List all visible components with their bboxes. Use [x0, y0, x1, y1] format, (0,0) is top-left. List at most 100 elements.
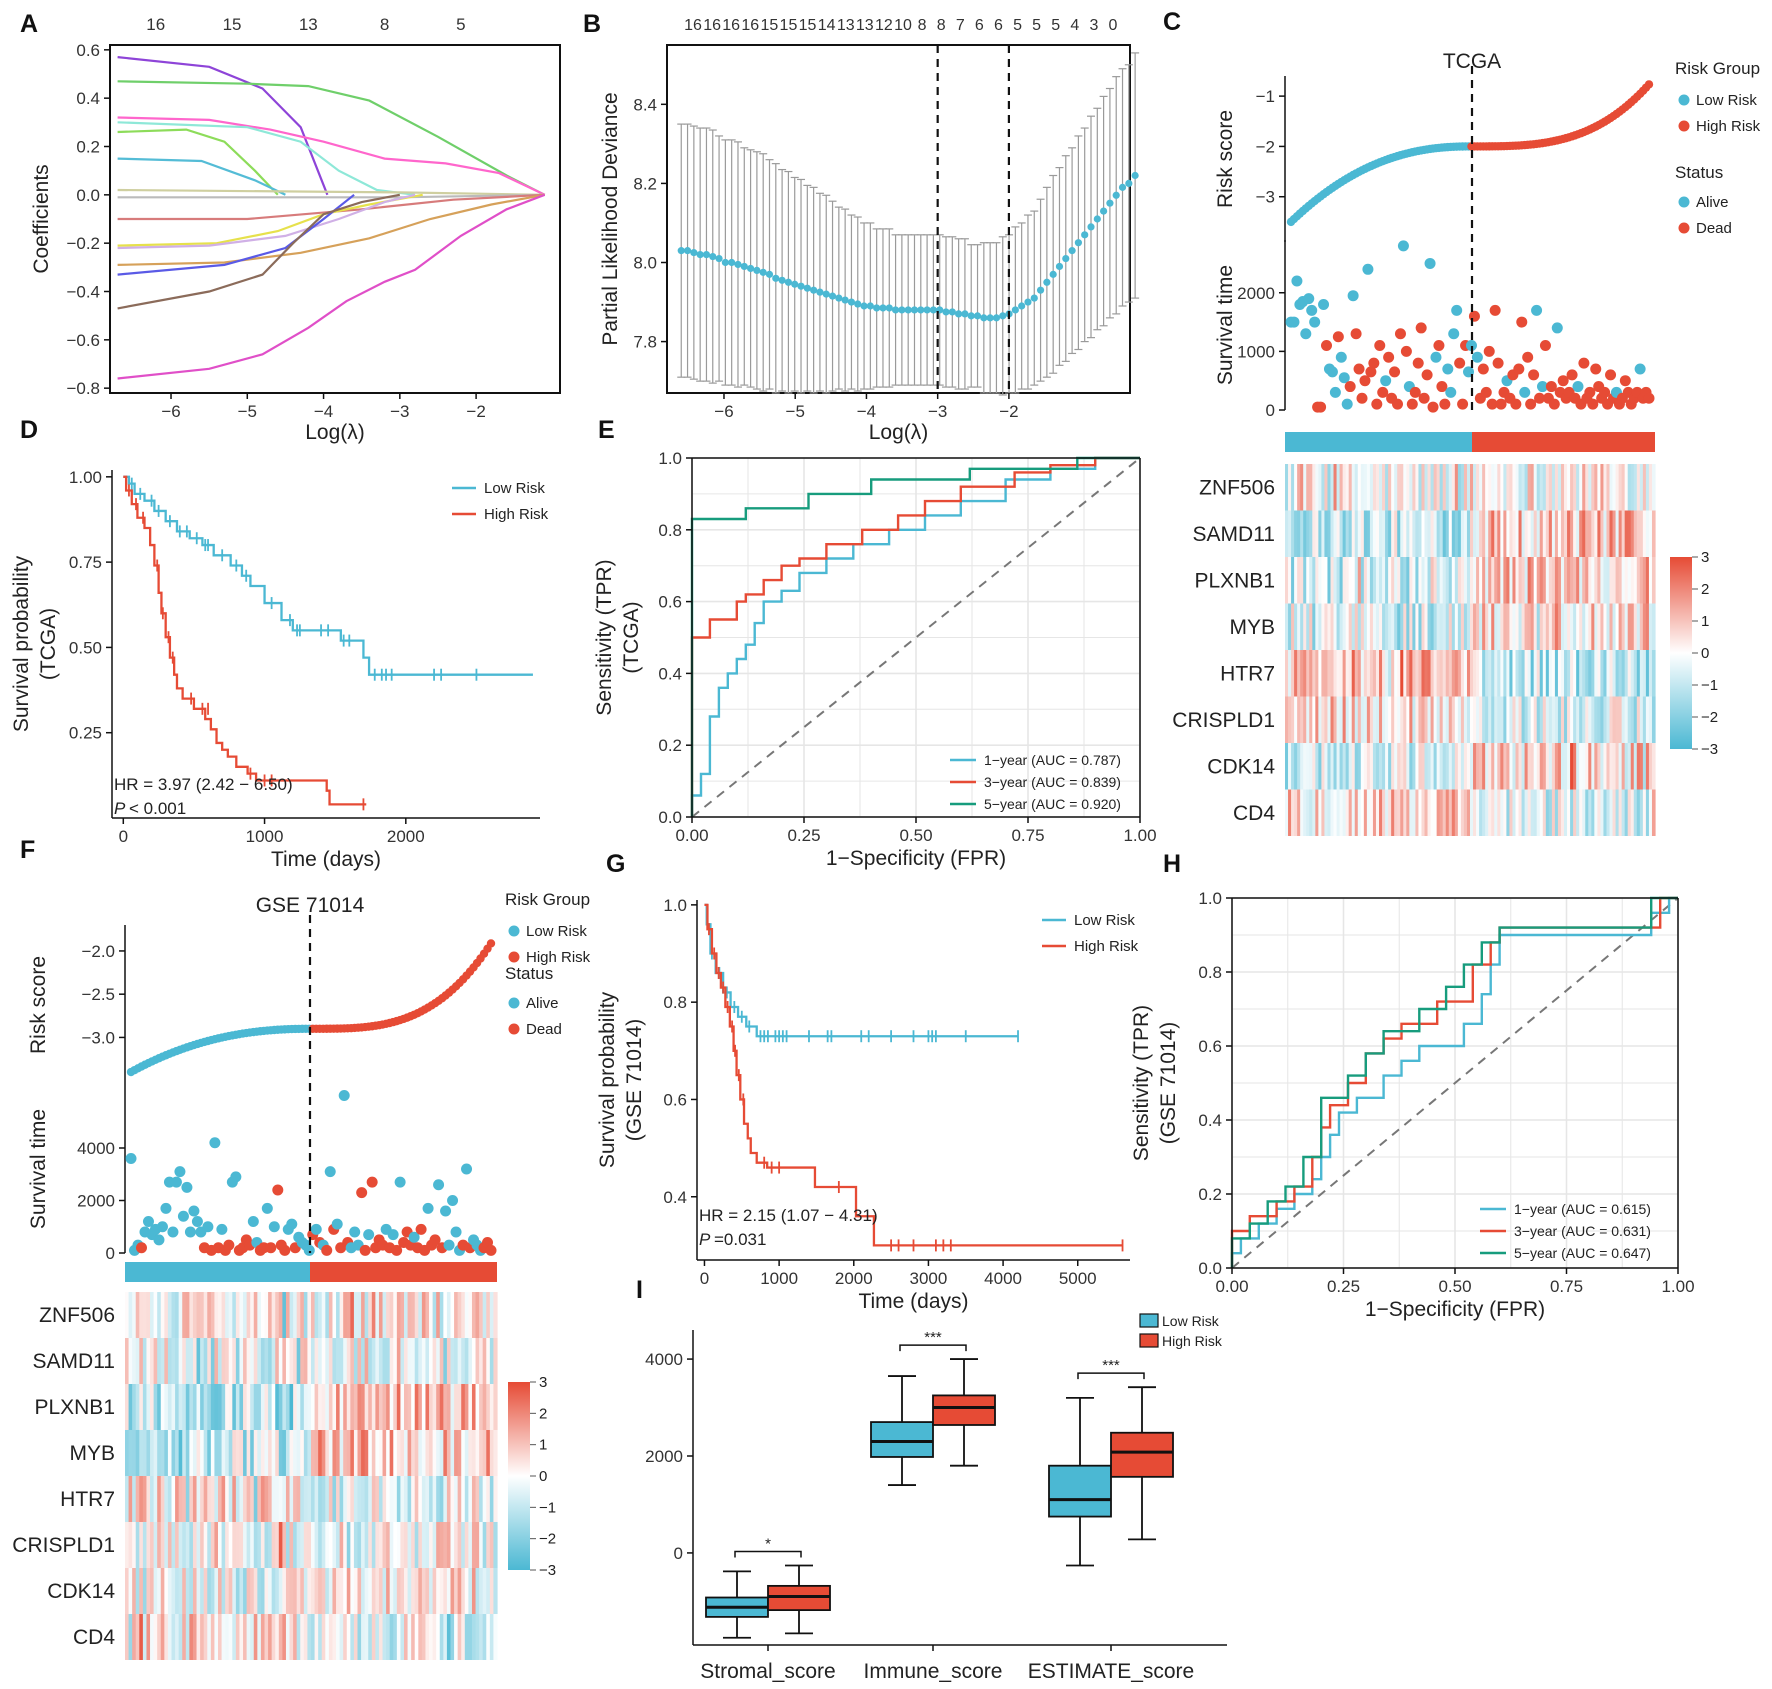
heatmap-cell	[1357, 696, 1362, 743]
heatmap-cell	[1597, 743, 1602, 790]
colorbar-label: 1	[1701, 613, 1709, 630]
deviance-point	[929, 306, 938, 314]
heatmap-cell	[1506, 650, 1511, 697]
heatmap-cell	[425, 1430, 430, 1476]
heatmap-cell	[461, 1430, 466, 1476]
heatmap-cell	[404, 1384, 409, 1430]
heatmap-cell	[396, 1522, 402, 1568]
heatmap-cell	[1554, 789, 1559, 836]
survival-point	[1486, 398, 1498, 410]
coefficient-path	[117, 193, 545, 266]
heatmap-cell	[1421, 789, 1426, 836]
heatmap-cell	[1339, 557, 1344, 604]
x-tick-label: −3	[928, 402, 947, 421]
heatmap-cell	[1642, 789, 1647, 836]
heatmap-cell	[325, 1522, 330, 1568]
heatmap-cell	[210, 1384, 216, 1430]
heatmap-cell	[239, 1522, 244, 1568]
heatmap-cell	[200, 1522, 205, 1568]
heatmap-cell	[1524, 789, 1529, 836]
heatmap-cell	[425, 1384, 430, 1430]
heatmap-cell	[1536, 464, 1541, 511]
survival-point	[443, 1239, 455, 1251]
survival-point	[1412, 357, 1424, 369]
heatmap-cell	[396, 1292, 402, 1338]
heatmap-cell	[1294, 650, 1298, 697]
heatmap-cell	[300, 1476, 305, 1522]
heatmap-cell	[1639, 603, 1644, 650]
heatmap-cell	[443, 1476, 448, 1522]
legend-label: 1−year (AUC = 0.787)	[984, 752, 1121, 768]
heatmap-cell	[404, 1430, 409, 1476]
heatmap-cell	[461, 1476, 466, 1522]
heatmap-cell	[471, 1384, 477, 1430]
diagonal-reference	[1231, 897, 1679, 1269]
heatmap-cell	[328, 1384, 334, 1430]
heatmap-cell	[1324, 603, 1329, 650]
heatmap-cell	[486, 1384, 491, 1430]
coefficient-path	[117, 116, 546, 196]
heatmap-cell	[464, 1338, 469, 1384]
heatmap-cell	[436, 1430, 441, 1476]
y-tick-label: 2000	[77, 1192, 115, 1211]
legend-title: Status	[505, 964, 553, 983]
heatmap-cell	[1630, 696, 1635, 743]
heatmap-cell	[479, 1476, 484, 1522]
heatmap-cell	[1427, 743, 1432, 790]
heatmap-cell	[1606, 510, 1611, 557]
heatmap-cell	[371, 1476, 376, 1522]
survival-point	[125, 1153, 137, 1164]
heatmap-cell	[1291, 650, 1295, 697]
panel-label-f: F	[20, 836, 35, 864]
heatmap-cell	[1300, 696, 1304, 743]
heatmap-cell	[200, 1476, 205, 1522]
heatmap-cell	[429, 1522, 434, 1568]
heatmap-cell	[264, 1338, 269, 1384]
heatmap-cell	[157, 1568, 162, 1614]
heatmap-cell	[1648, 557, 1653, 604]
colorbar-label: −3	[539, 1562, 556, 1579]
heatmap-cell	[228, 1292, 233, 1338]
survival-point	[261, 1202, 273, 1214]
heatmap-cell	[1645, 743, 1650, 790]
heatmap-cell	[200, 1292, 205, 1338]
heatmap-cell	[1330, 464, 1335, 511]
p-value-label: P	[114, 799, 126, 818]
heatmap-cell	[1388, 743, 1392, 790]
heatmap-cell	[1633, 789, 1638, 836]
heatmap-cell	[1291, 510, 1295, 557]
heatmap-cell	[128, 1614, 133, 1660]
heatmap-cell	[175, 1614, 180, 1660]
heatmap-cell	[142, 1522, 148, 1568]
heatmap-cell	[1421, 743, 1426, 790]
heatmap-cell	[160, 1614, 165, 1660]
survival-point	[1584, 386, 1596, 398]
heatmap-cell	[418, 1338, 423, 1384]
heatmap-cell	[425, 1338, 430, 1384]
heatmap-cell	[393, 1568, 398, 1614]
heatmap-cell	[1485, 557, 1489, 604]
heatmap-cell	[318, 1522, 323, 1568]
heatmap-cell	[253, 1338, 258, 1384]
heatmap-cell	[293, 1614, 298, 1660]
heatmap-cell	[404, 1338, 409, 1384]
top-axis-label: 15	[780, 17, 798, 34]
survival-point	[1303, 293, 1315, 305]
heatmap-cell	[1597, 464, 1602, 511]
heatmap-cell	[1564, 603, 1568, 650]
heatmap-cell	[339, 1476, 344, 1522]
coefficient-path	[117, 193, 545, 221]
heatmap-cell	[1545, 789, 1550, 836]
heatmap-cell	[454, 1430, 459, 1476]
heatmap-cell	[207, 1292, 212, 1338]
heatmap-cell	[493, 1476, 498, 1522]
heatmap-cell	[1567, 464, 1571, 511]
gene-label: MYB	[1229, 616, 1275, 639]
heatmap-cell	[232, 1568, 237, 1614]
top-axis-label: 5	[1032, 17, 1041, 34]
heatmap-cell	[1479, 603, 1483, 650]
heatmap-cell	[1573, 557, 1577, 604]
heatmap-cell	[1597, 603, 1602, 650]
legend-label: Dead	[526, 1021, 562, 1038]
heatmap-cell	[1306, 464, 1310, 511]
